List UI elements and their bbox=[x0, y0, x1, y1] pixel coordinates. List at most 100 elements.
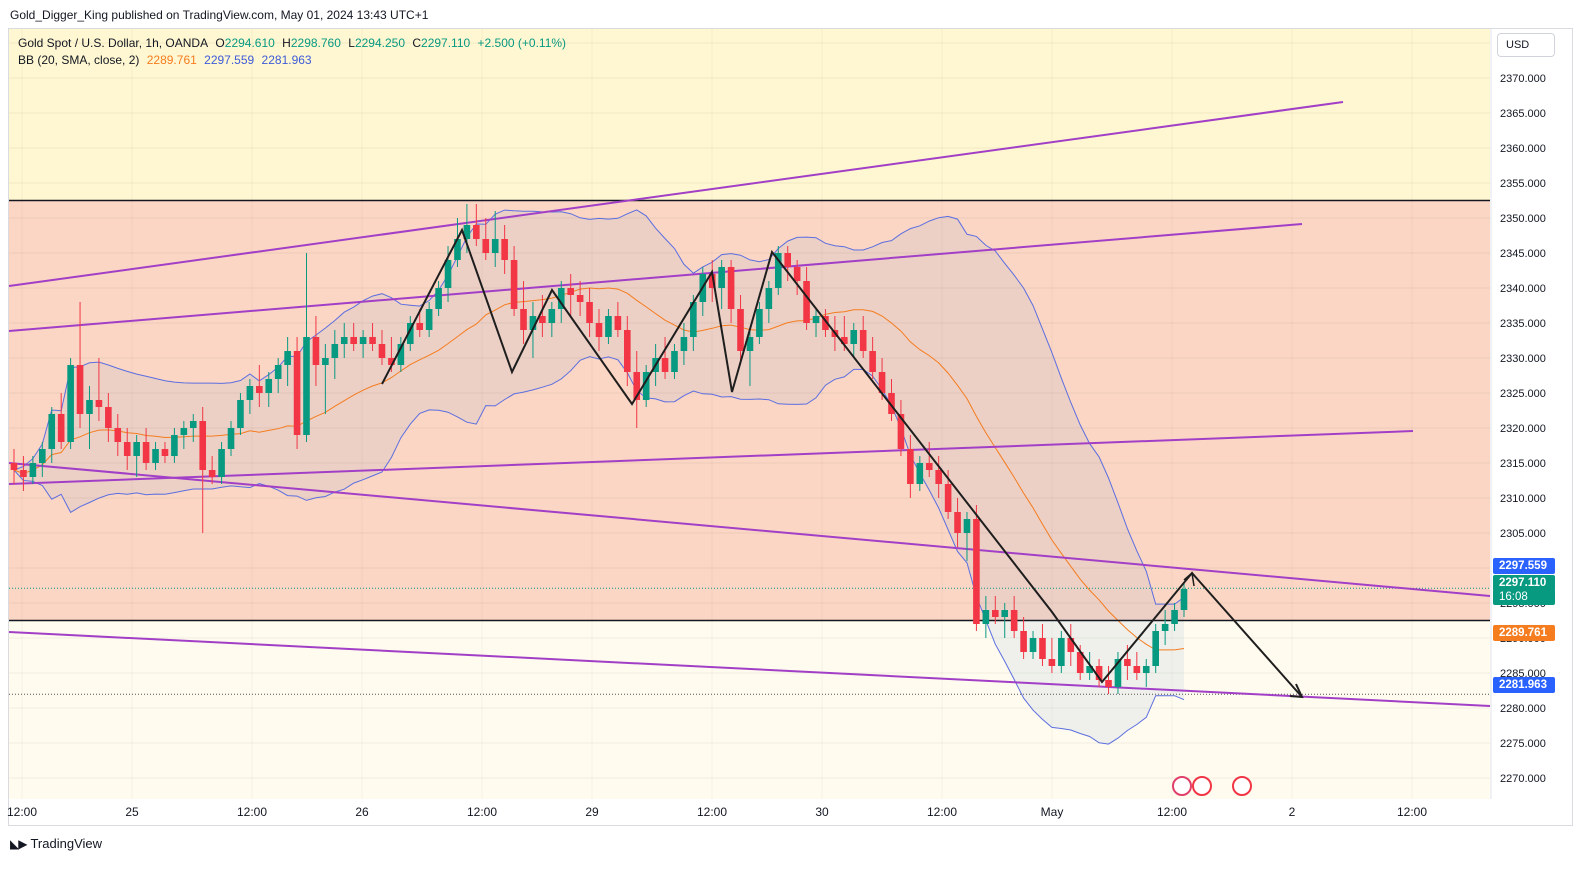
candle-body bbox=[312, 337, 320, 365]
candle bbox=[1180, 582, 1188, 617]
candle bbox=[1048, 638, 1056, 673]
symbol-title[interactable]: Gold Spot / U.S. Dollar, 1h, OANDA bbox=[18, 36, 209, 50]
candle bbox=[935, 456, 942, 498]
candle-body bbox=[256, 386, 263, 393]
candle-body bbox=[161, 449, 169, 456]
us-flag-icon[interactable] bbox=[1192, 776, 1212, 796]
candle-body bbox=[284, 351, 291, 365]
candle bbox=[340, 323, 348, 358]
candle bbox=[850, 323, 858, 358]
candle-body bbox=[86, 400, 93, 414]
trendline bbox=[8, 223, 1303, 332]
candle-body bbox=[473, 225, 480, 239]
candle bbox=[1095, 659, 1103, 687]
x-tick-label: 26 bbox=[355, 805, 369, 819]
candle-body bbox=[925, 463, 933, 470]
candle bbox=[907, 435, 914, 498]
y-tick-label: 2330.000 bbox=[1500, 353, 1546, 365]
y-tick-label: 2325.000 bbox=[1500, 388, 1546, 400]
candle bbox=[963, 512, 971, 561]
currency-button[interactable]: USD bbox=[1497, 33, 1555, 57]
candle-body bbox=[39, 449, 46, 463]
candle-body bbox=[293, 351, 301, 435]
candle-body bbox=[378, 344, 386, 358]
candle-body bbox=[237, 400, 244, 428]
candle-body bbox=[605, 316, 612, 337]
x-tick-label: May bbox=[1041, 805, 1064, 819]
candle-body bbox=[444, 260, 452, 288]
candle-body bbox=[841, 337, 848, 344]
bb-label[interactable]: BB (20, SMA, close, 2) bbox=[18, 53, 140, 67]
bb-lower-line bbox=[13, 356, 1185, 745]
us-flag-icon[interactable] bbox=[1232, 776, 1252, 796]
candle bbox=[859, 316, 867, 358]
candle bbox=[897, 400, 905, 456]
candle-body bbox=[661, 358, 669, 372]
candle bbox=[95, 358, 103, 421]
x-tick-label: 12:00 bbox=[7, 805, 37, 819]
candle-body bbox=[1048, 659, 1056, 666]
y-tick-label: 2345.000 bbox=[1500, 248, 1546, 260]
candle-body bbox=[1114, 659, 1122, 687]
candle-body bbox=[586, 302, 593, 323]
y-tick-label: 2315.000 bbox=[1500, 458, 1546, 470]
candle-body bbox=[888, 393, 895, 414]
x-tick-label: 30 bbox=[815, 805, 829, 819]
bb-basis-value: 2289.761 bbox=[146, 53, 197, 67]
candle bbox=[161, 442, 169, 463]
candle bbox=[142, 428, 150, 470]
candle-body bbox=[690, 302, 697, 337]
candle bbox=[378, 330, 386, 365]
candle bbox=[595, 309, 603, 351]
candle bbox=[48, 407, 56, 463]
candle-body bbox=[812, 316, 820, 323]
x-tick-label: 12:00 bbox=[237, 805, 267, 819]
candle-body bbox=[595, 323, 603, 337]
candle-body bbox=[350, 337, 357, 344]
candle bbox=[105, 393, 112, 442]
candle bbox=[661, 337, 669, 379]
candle bbox=[218, 442, 225, 484]
candle-body bbox=[435, 288, 442, 309]
x-tick-label: 25 bbox=[125, 805, 139, 819]
chart-frame bbox=[8, 28, 1573, 826]
economic-event-icon[interactable] bbox=[1172, 776, 1192, 796]
candle-body bbox=[1180, 589, 1188, 610]
candle-body bbox=[1058, 638, 1065, 666]
candle-body bbox=[491, 239, 499, 253]
candle-body bbox=[784, 253, 792, 267]
candle bbox=[520, 281, 527, 344]
candle-body bbox=[133, 442, 140, 456]
candle bbox=[774, 246, 782, 295]
candle bbox=[246, 379, 254, 414]
bb-upper-value: 2297.559 bbox=[204, 53, 255, 67]
ohlc-row: Gold Spot / U.S. Dollar, 1h, OANDA O2294… bbox=[18, 35, 570, 52]
candle-body bbox=[369, 337, 376, 344]
candle-body bbox=[454, 239, 461, 260]
candle bbox=[1039, 624, 1046, 666]
candle bbox=[1133, 652, 1141, 680]
candle bbox=[312, 316, 320, 386]
candle-body bbox=[510, 260, 518, 309]
zigzag-pattern bbox=[381, 227, 1303, 698]
candle-body bbox=[95, 400, 103, 407]
candle-body bbox=[878, 372, 886, 393]
change-value: +2.500 (+0.11%) bbox=[477, 36, 567, 50]
candle-body bbox=[265, 379, 273, 393]
candle-body bbox=[331, 344, 339, 358]
candle-body bbox=[57, 414, 65, 442]
chart-legend: Gold Spot / U.S. Dollar, 1h, OANDA O2294… bbox=[18, 35, 570, 69]
y-tick-label: 2355.000 bbox=[1500, 178, 1546, 190]
y-tick-label: 2305.000 bbox=[1500, 528, 1546, 540]
candle-body bbox=[340, 337, 348, 344]
countdown-tag: 16:08 bbox=[1493, 589, 1555, 605]
candle-body bbox=[1067, 638, 1075, 652]
candle bbox=[671, 344, 678, 379]
bb-upper-line bbox=[13, 209, 1185, 605]
candle-body bbox=[614, 316, 622, 330]
candle bbox=[208, 456, 216, 484]
candle-body bbox=[991, 610, 999, 617]
candle-body bbox=[727, 267, 735, 309]
candle bbox=[274, 358, 282, 393]
